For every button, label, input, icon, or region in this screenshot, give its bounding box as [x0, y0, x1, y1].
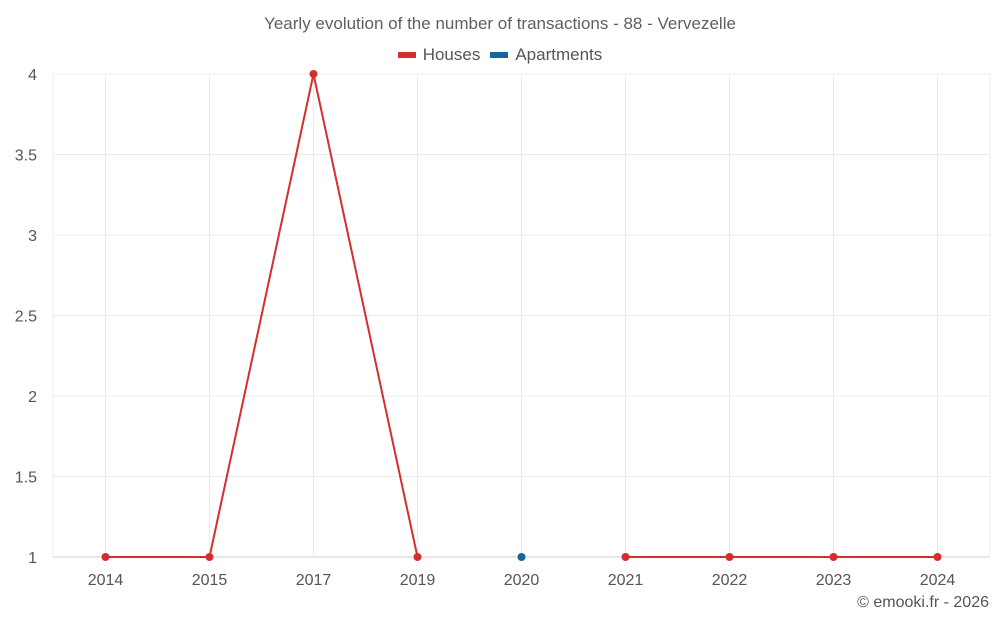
y-tick-label: 2	[28, 389, 37, 406]
x-tick-label: 2022	[712, 572, 748, 589]
data-point-houses	[101, 553, 110, 561]
chart-legend: Houses Apartments	[0, 45, 1000, 65]
legend-label-apartments: Apartments	[515, 45, 603, 64]
x-tick-label: 2015	[192, 572, 228, 589]
x-tick-label: 2023	[816, 572, 852, 589]
x-tick-label: 2024	[920, 572, 956, 589]
legend-item-houses[interactable]: Houses	[397, 45, 481, 65]
chart-title: Yearly evolution of the number of transa…	[264, 14, 736, 33]
chart-credit: © emooki.fr - 2026	[857, 594, 989, 611]
x-tick-label: 2017	[296, 572, 332, 589]
data-point-houses	[933, 553, 942, 561]
y-tick-label: 4	[28, 67, 37, 84]
data-point-houses	[205, 553, 214, 561]
y-tick-label: 1	[28, 550, 37, 567]
y-tick-label: 2.5	[15, 309, 37, 326]
x-tick-label: 2021	[608, 572, 644, 589]
x-tick-label: 2014	[88, 572, 124, 589]
y-tick-label: 1.5	[15, 470, 37, 487]
legend-swatch-houses	[397, 52, 416, 58]
x-tick-label: 2020	[504, 572, 540, 589]
legend-swatch-apartments	[490, 52, 509, 58]
series-line-houses	[105, 73, 419, 558]
data-point-houses	[413, 553, 422, 561]
y-tick-label: 3.5	[15, 148, 37, 165]
data-point-houses	[621, 553, 630, 561]
data-point-apartments	[517, 553, 526, 561]
y-tick-label: 3	[28, 228, 37, 245]
data-point-houses	[725, 553, 734, 561]
x-tick-label: 2019	[400, 572, 436, 589]
legend-item-apartments[interactable]: Apartments	[490, 45, 602, 65]
data-point-houses	[829, 553, 838, 561]
legend-label-houses: Houses	[422, 45, 481, 64]
data-point-houses	[309, 70, 318, 78]
